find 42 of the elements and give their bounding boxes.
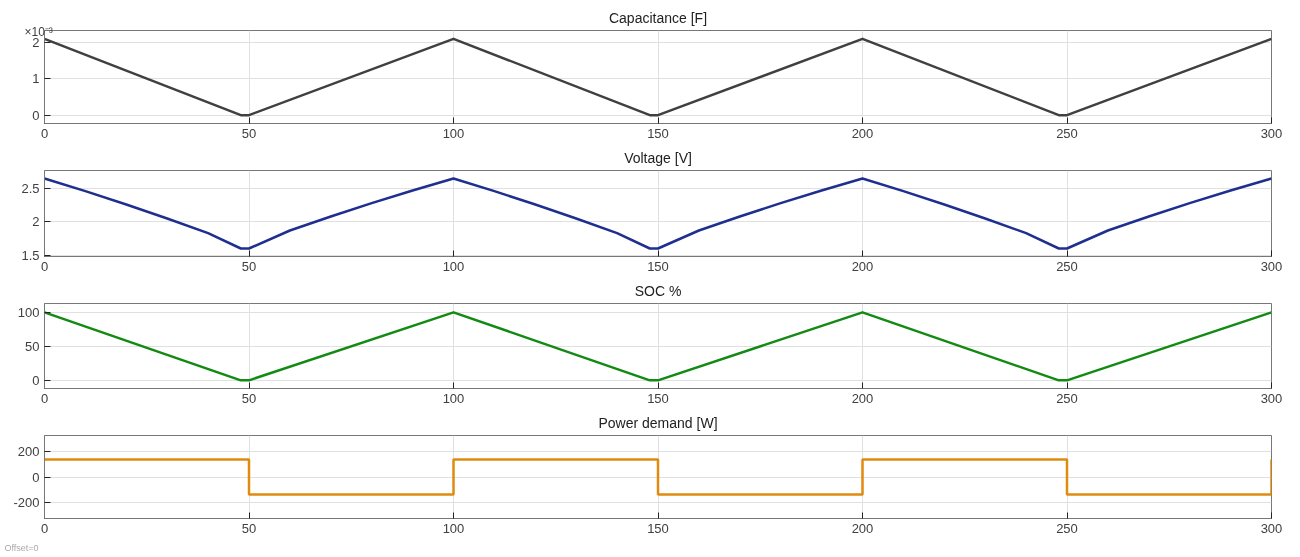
- x-tick-label: 250: [1056, 390, 1078, 406]
- chart-title: Voltage [V]: [624, 149, 692, 166]
- chart-title: Capacitance [F]: [608, 9, 708, 26]
- x-tick-label: 250: [1056, 520, 1078, 536]
- y-tick-label: 1: [32, 71, 40, 87]
- y-tick-label: 50: [25, 338, 40, 354]
- x-tick-label: 100: [442, 125, 465, 141]
- text: Offset=0: [4, 542, 39, 553]
- y-tick-label: 0: [32, 107, 40, 123]
- x-tick-label: 200: [851, 258, 874, 274]
- x-tick-label: 100: [442, 520, 465, 536]
- y-tick-label: 100: [17, 304, 40, 320]
- line-series: [44, 177, 1272, 250]
- x-tick-label: 300: [1260, 520, 1283, 536]
- x-tick-label: 150: [647, 520, 669, 536]
- x-tick-label: 200: [851, 520, 874, 536]
- chart-title: SOC %: [634, 282, 682, 299]
- x-tick-label: 150: [647, 258, 669, 274]
- x-tick-label: 50: [241, 390, 257, 406]
- y-tick-label: 200: [17, 444, 40, 460]
- x-tick-label: 300: [1260, 125, 1283, 141]
- y-tick-label: 1.5: [21, 247, 40, 263]
- x-tick-label: 300: [1260, 258, 1283, 274]
- x-tick-label: 200: [851, 125, 874, 141]
- x-tick-label: 150: [647, 125, 669, 141]
- x-tick-label: 250: [1056, 258, 1078, 274]
- x-tick-label: 150: [647, 390, 669, 406]
- x-tick-label: 200: [851, 390, 874, 406]
- x-tick-label: 100: [442, 258, 465, 274]
- y-tick-label: 0: [32, 372, 40, 388]
- annotation: ×10⁻³: [24, 24, 53, 39]
- x-tick-label: 100: [442, 390, 465, 406]
- x-tick-label: 50: [241, 520, 257, 536]
- y-tick-label: 2: [32, 214, 40, 230]
- chart-title: Power demand [W]: [598, 414, 718, 431]
- y-tick-label: 2.5: [21, 181, 40, 196]
- x-tick-label: 50: [241, 125, 257, 141]
- x-tick-label: 50: [241, 258, 257, 274]
- y-tick-label: -200: [13, 494, 40, 510]
- x-tick-label: 300: [1260, 390, 1283, 406]
- y-tick-label: 0: [32, 469, 40, 485]
- x-tick-label: 250: [1056, 125, 1078, 141]
